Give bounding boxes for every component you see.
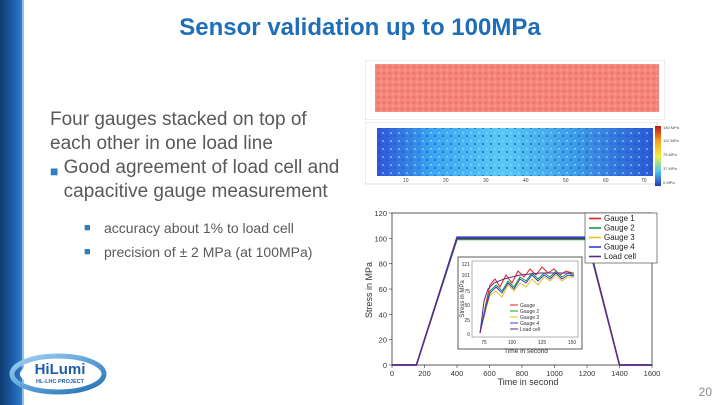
inset-y-axis-label: Stress in MPa [460,280,466,318]
svg-text:HL-LHC PROJECT: HL-LHC PROJECT [36,379,85,385]
intro-text: Four gauges stacked on top of each other… [50,109,307,154]
map-x-tick: 30 [483,178,489,184]
inset-x-tick: 150 [568,340,577,346]
y-tick-label: 60 [379,285,387,294]
map-x-ticks: 10 20 30 40 50 60 70 [403,178,647,184]
inset-y-tick: 101 [462,273,471,279]
x-tick-label: 600 [483,369,496,378]
x-tick-label: 0 [390,369,394,378]
sub-bullet-item: ■ precision of ± 2 MPa (at 100MPa) [84,240,350,264]
y-axis-label: Stress in MPa [364,262,374,318]
colorbar-labels: 150 MPa 112 MPa 75 MPa 37 MPa 0 MPa [663,125,680,185]
inset-legend-label: Gauge 4 [520,321,539,327]
inset-y-tick: 0 [467,332,470,338]
legend-label: Gauge 1 [604,214,635,223]
inset-x-tick: 75 [481,340,487,346]
x-tick-label: 1200 [579,369,596,378]
colorbar-label: 112 MPa [663,138,679,143]
y-tick-label: 100 [374,234,387,243]
map-x-tick: 60 [603,178,609,184]
y-tick-label: 40 [379,310,387,319]
inset-chart: Gauge Gauge 2 Gauge 3 Gauge 4 Load cell … [457,256,583,355]
inset-y-tick: 75 [464,289,470,295]
x-tick-label: 1000 [546,369,563,378]
y-tick-labels: 0 20 40 60 80 100 120 [374,209,387,370]
colorbar [655,126,661,186]
inset-y-ticks: 0 25 50 75 101 121 [462,262,471,338]
inset-legend: Gauge Gauge 2 Gauge 3 Gauge 4 Load cell [510,303,540,333]
square-bullet-icon: ■ [84,246,91,258]
colorbar-label: 0 MPa [663,180,675,185]
sub-bullet-text: accuracy about 1% to load cell [104,220,294,236]
left-accent-bar [0,0,24,405]
inset-legend-label: Load cell [520,327,540,333]
square-bullet-icon: ■ [84,222,91,234]
x-tick-label: 1400 [611,369,628,378]
slide-title: Sensor validation up to 100MPa [179,14,541,41]
hilumi-logo: HiLumi HL-LHC PROJECT [9,353,107,395]
inset-series-gauge-3 [479,274,574,334]
inset-x-axis-label: Time in second [504,348,548,355]
x-axis-label: Time in second [498,377,559,387]
stress-chart: 0 200 400 600 800 1000 1200 1400 1600 0204060801… [364,209,660,387]
legend-label: Gauge 4 [604,243,635,252]
y-tick-label: 120 [374,209,387,218]
square-bullet-icon: ■ [50,163,59,179]
x-tick-label: 200 [418,369,431,378]
inset-series-load-cell [479,272,574,334]
inset-y-tick: 121 [462,262,471,268]
map-x-tick: 10 [403,178,409,184]
svg-text:HiLumi: HiLumi [35,361,86,378]
inset-x-tick: 100 [508,340,517,346]
x-tick-label: 800 [516,369,529,378]
page-number: 20 [698,385,712,399]
inset-x-tick: 125 [538,340,547,346]
x-tick-label: 1600 [644,369,661,378]
y-tick-label: 20 [379,336,387,345]
inset-legend-label: Gauge 3 [520,315,539,321]
map-x-tick: 50 [563,178,569,184]
inset-y-tick: 50 [464,303,470,309]
colorbar-label: 37 MPa [663,166,678,171]
inset-series-gauge-4 [479,272,575,334]
slide-body: Four gauges stacked on top of each other… [50,108,350,264]
sub-bullet-item: ■ accuracy about 1% to load cell [84,216,350,240]
x-tick-label: 400 [451,369,464,378]
legend-label: Load cell [604,252,636,261]
map-x-tick: 70 [641,178,647,184]
series-line-load-cell [392,237,652,366]
bullet-item: ■ Good agreement of load cell and capaci… [50,156,350,204]
series-lines [392,236,652,366]
inset-legend-label: Gauge 2 [520,309,539,315]
sub-bullet-list: ■ accuracy about 1% to load cell ■ preci… [50,216,350,264]
sub-bullet-text: precision of ± 2 MPa (at 100MPa) [104,244,313,260]
legend-label: Gauge 3 [604,233,635,242]
legend-label: Gauge 2 [604,224,635,233]
inset-legend-label: Gauge [520,303,535,309]
y-tick-label: 80 [379,260,387,269]
pressure-map-gradient: 10 20 30 40 50 60 70 150 MPa 112 MPa 75 … [365,122,680,186]
y-tick-label: 0 [383,361,387,370]
bullet-text: Good agreement of load cell and capaciti… [63,157,340,202]
x-tick-labels: 0 200 400 600 800 1000 1200 1400 1600 [390,369,660,378]
map-x-tick: 40 [523,178,529,184]
colorbar-label: 75 MPa [663,152,678,157]
inset-y-tick: 25 [464,318,470,324]
colorbar-label: 150 MPa [663,125,680,130]
map-x-tick: 20 [443,178,449,184]
inset-x-ticks: 75 100 125 150 [481,340,576,346]
pressure-map-uniform [365,60,665,120]
